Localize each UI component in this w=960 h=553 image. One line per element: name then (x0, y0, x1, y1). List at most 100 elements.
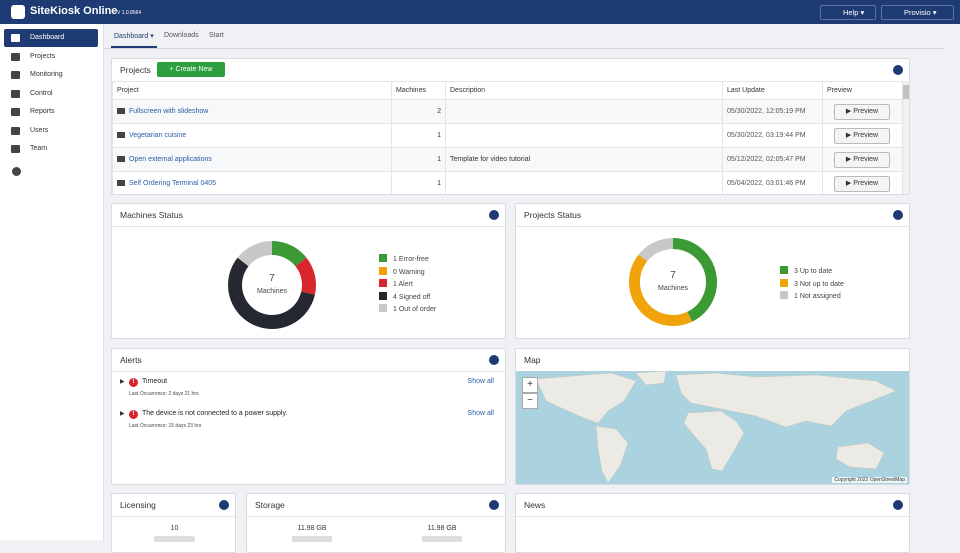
legend-label: Alert (398, 281, 412, 288)
edit-button[interactable] (893, 65, 903, 75)
donut-label: Machines (658, 285, 688, 292)
nav-label: Control (30, 90, 53, 97)
license-bar (154, 536, 195, 542)
project-link[interactable]: Open external applications (129, 156, 212, 163)
nav-label: Dashboard (30, 34, 64, 41)
panel-title: Machines Status (120, 210, 183, 220)
news-panel: News (515, 493, 910, 553)
show-all-link[interactable]: Show all (468, 410, 494, 417)
edit-button[interactable] (219, 500, 229, 510)
nav-item[interactable]: Control (4, 85, 98, 103)
tab[interactable]: Start (209, 32, 224, 39)
donut-segment (272, 248, 301, 262)
donut-chart: 7 Machines (112, 227, 505, 339)
last-update-cell: 05/12/2022, 02:05:47 PM (723, 148, 823, 172)
machines-cell: 2 (392, 100, 446, 124)
description-cell (446, 100, 723, 124)
last-update-cell: 05/30/2022, 03:19:44 PM (723, 124, 823, 148)
nav-icon (11, 145, 20, 153)
nav-item[interactable]: Dashboard (4, 29, 98, 47)
scroll-thumb (903, 85, 909, 99)
machines-cell: 1 (392, 124, 446, 148)
project-cell: Self Ordering Terminal 0405 (113, 172, 392, 196)
help-button[interactable]: Help ▾ (820, 5, 876, 20)
edit-button[interactable] (893, 500, 903, 510)
nav-icon (11, 71, 20, 79)
brand: SiteKiosk Online (30, 5, 117, 17)
tab[interactable]: Dashboard ▾ (114, 32, 154, 40)
storage-bar (292, 536, 332, 542)
legend-label: Up to date (800, 268, 832, 275)
preview-cell: ▶ Preview (823, 148, 903, 172)
preview-cell: ▶ Preview (823, 100, 903, 124)
tab[interactable]: Downloads (164, 32, 199, 39)
legend-label: Error-free (399, 256, 429, 263)
licensing-panel: Licensing 10 (111, 493, 236, 553)
create-label: Create New (176, 66, 213, 73)
description-cell (446, 172, 723, 196)
preview-button[interactable]: ▶ Preview (834, 152, 890, 168)
nav-item[interactable]: Reports (4, 103, 98, 121)
panel-title: Projects Status (524, 210, 581, 220)
project-link[interactable]: Fullscreen with slideshow (129, 108, 208, 115)
preview-button[interactable]: ▶ Preview (834, 128, 890, 144)
storage-bar (422, 536, 462, 542)
legend-swatch (379, 279, 387, 287)
legend-item: 0 Warning (379, 267, 425, 276)
donut-segment (301, 262, 309, 293)
nav-item[interactable]: Users (4, 122, 98, 140)
zoom-out[interactable]: − (522, 393, 538, 409)
preview-button[interactable]: ▶ Preview (834, 104, 890, 120)
edit-button[interactable] (489, 210, 499, 220)
legend-count: 1 (393, 256, 397, 263)
separator (112, 371, 505, 372)
edit-button[interactable] (893, 210, 903, 220)
project-link[interactable]: Vegetarian cuisine (129, 132, 186, 139)
alerts-panel: Alerts ▶!TimeoutLast Occurrence: 2 days … (111, 348, 506, 485)
help-label: Help (843, 8, 858, 17)
legend-swatch (780, 266, 788, 274)
legend-count: 1 (794, 293, 798, 300)
legend-count: 3 (794, 281, 798, 288)
edit-button[interactable] (489, 500, 499, 510)
zoom-in[interactable]: + (522, 377, 538, 393)
map-panel: Map + − Copyright 2022 OpenStreetMap (515, 348, 910, 485)
preview-label: Preview (853, 156, 878, 163)
edit-button[interactable] (489, 355, 499, 365)
nav-item[interactable]: Projects (4, 48, 98, 66)
alert-title: The device is not connected to a power s… (142, 410, 287, 417)
donut-label: Machines (257, 288, 287, 295)
map-view[interactable] (516, 371, 910, 485)
tabs: Dashboard ▾ Downloads Start (104, 24, 945, 49)
legend-label: Not up to date (800, 281, 844, 288)
projects-status-panel: Projects Status 7Machines3 Up to date3 N… (515, 203, 910, 339)
nav-label: Users (30, 127, 48, 134)
preview-button[interactable]: ▶ Preview (834, 176, 890, 192)
panel-title: News (524, 500, 545, 510)
donut-total: 7 (269, 273, 275, 284)
machines-cell: 1 (392, 148, 446, 172)
storage-value: 11.98 GB (407, 525, 477, 532)
projects-table: ProjectMachinesDescriptionLast UpdatePre… (112, 81, 903, 195)
nav-label: Monitoring (30, 71, 63, 78)
collapse-button[interactable] (12, 167, 21, 176)
panel-title: Alerts (120, 355, 142, 365)
panel-title: Storage (255, 500, 285, 510)
project-cell: Fullscreen with slideshow (113, 100, 392, 124)
legend-label: Signed off (399, 294, 430, 301)
nav-item[interactable]: Team (4, 140, 98, 158)
legend-swatch (379, 292, 387, 300)
legend-count: 0 (393, 269, 397, 276)
user-button[interactable]: Provisio ▾ (881, 5, 954, 20)
show-all-link[interactable]: Show all (468, 378, 494, 385)
project-link[interactable]: Self Ordering Terminal 0405 (129, 180, 216, 187)
legend-item: 1 Out of order (379, 304, 436, 313)
create-button[interactable]: + Create New (157, 62, 225, 77)
project-row: Vegetarian cuisine 1 05/30/2022, 03:19:44 … (113, 124, 903, 148)
alert-badge: ! (129, 378, 138, 387)
description-cell: Template for video tutorial (446, 148, 723, 172)
nav-item[interactable]: Monitoring (4, 66, 98, 84)
page: SiteKiosk Online V 1.0.8564 Help ▾ Provi… (0, 0, 960, 540)
donut-total: 7 (670, 270, 676, 281)
license-count: 10 (112, 525, 236, 532)
